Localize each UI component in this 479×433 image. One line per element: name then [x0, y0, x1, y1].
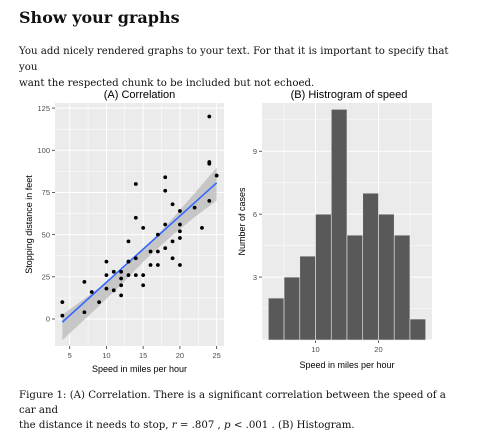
data-point — [133, 273, 138, 278]
data-point — [141, 225, 146, 230]
y-tick-label: 25 — [42, 273, 50, 282]
data-point — [178, 236, 182, 240]
caption-r-value: = .807 , — [176, 420, 225, 431]
x-tick-label: 15 — [139, 351, 147, 360]
data-point — [207, 114, 212, 119]
section-title: Show your graphs — [19, 8, 180, 27]
data-point — [126, 273, 131, 278]
data-point — [104, 273, 109, 278]
y-axis-title: Stopping distance in feet — [24, 175, 34, 274]
data-point — [133, 182, 138, 186]
histogram-plot: 10 20 3 6 9 (B) Histrogram of speed Speed in m… — [237, 89, 432, 370]
data-point — [119, 283, 124, 288]
histogram-bar — [409, 318, 427, 341]
x-tick-label: 10 — [102, 351, 110, 360]
chart-title: (A) Correlation — [104, 89, 176, 101]
y-axis-title: Number of cases — [237, 187, 247, 256]
data-point — [119, 276, 124, 281]
data-point — [133, 215, 138, 220]
data-point — [148, 249, 153, 254]
data-point — [163, 222, 168, 227]
figure-caption: Figure 1: (A) Correlation. There is a si… — [19, 388, 464, 433]
intro-line-1: You add nicely rendered graphs to your t… — [19, 46, 449, 73]
histogram-bar — [378, 213, 395, 341]
caption-line-2-start: the distance it needs to stop, — [19, 420, 172, 431]
data-point — [60, 300, 65, 305]
histogram-bar — [393, 234, 411, 341]
confidence-band — [62, 167, 217, 341]
figure-1: 5 10 15 20 25 0 25 50 75 100 125 (A) Correlation Spe… — [24, 89, 432, 374]
data-point — [141, 283, 146, 288]
data-point — [163, 246, 168, 251]
regression-line — [61, 182, 218, 323]
data-point — [119, 293, 124, 298]
data-point — [126, 259, 131, 264]
caption-p-value: < .001 — [230, 420, 269, 431]
y-tick-label: 0 — [46, 315, 50, 324]
data-point — [178, 263, 182, 267]
y-tick-label: 100 — [37, 146, 50, 155]
caption-suffix: . (B) Histogram. — [268, 420, 355, 431]
data-point — [207, 160, 212, 164]
data-point — [133, 256, 138, 261]
data-point — [170, 239, 175, 244]
data-point — [104, 259, 109, 264]
data-point — [126, 239, 131, 244]
histogram-bar — [346, 234, 364, 341]
y-tick-label: 75 — [42, 188, 50, 197]
data-point — [60, 313, 65, 318]
x-tick-label: 10 — [311, 345, 319, 354]
data-point — [170, 256, 175, 261]
data-point — [111, 269, 116, 274]
caption-line-1: Figure 1: (A) Correlation. There is a si… — [19, 390, 446, 416]
data-point — [82, 310, 87, 315]
data-point — [170, 202, 175, 207]
intro-paragraph: You add nicely rendered graphs to your t… — [19, 44, 459, 92]
x-tick-label: 20 — [374, 345, 382, 354]
data-point — [141, 273, 146, 278]
data-point — [200, 225, 204, 230]
y-tick-label: 125 — [37, 104, 50, 113]
y-tick-label: 3 — [253, 273, 257, 282]
data-point — [104, 286, 109, 291]
data-point — [111, 288, 116, 293]
x-tick-label: 25 — [212, 351, 220, 360]
data-point — [119, 269, 124, 274]
x-axis-title: Speed in miles per hour — [92, 364, 187, 374]
data-point — [214, 173, 219, 178]
histogram-bar — [362, 192, 379, 341]
data-point — [155, 232, 160, 237]
histogram-bar — [315, 213, 332, 341]
data-point — [178, 209, 182, 213]
data-point — [82, 279, 87, 284]
data-point — [97, 300, 101, 305]
histogram-bar — [283, 276, 301, 341]
data-point — [163, 188, 168, 193]
histogram-bar — [267, 297, 285, 341]
data-point — [192, 205, 197, 210]
histogram-bar — [330, 108, 348, 341]
x-tick-label: 20 — [176, 351, 184, 360]
x-tick-label: 5 — [68, 351, 72, 360]
data-point — [178, 229, 182, 234]
correlation-plot: 5 10 15 20 25 0 25 50 75 100 125 (A) Correlation Spe… — [24, 89, 224, 374]
chart-title: (B) Histrogram of speed — [291, 89, 408, 101]
data-point — [155, 249, 160, 254]
y-tick-label: 9 — [253, 147, 257, 156]
data-point — [163, 175, 168, 180]
data-point — [207, 198, 212, 203]
y-tick-label: 6 — [253, 210, 257, 219]
data-point — [178, 222, 182, 227]
data-point — [148, 263, 153, 267]
data-point — [89, 290, 94, 294]
y-tick-label: 50 — [42, 230, 50, 239]
x-axis-title: Speed in miles per hour — [299, 360, 394, 370]
intro-line-2: want the respected chunk to be included … — [19, 78, 315, 89]
histogram-bar — [299, 255, 316, 341]
data-point — [155, 263, 160, 267]
